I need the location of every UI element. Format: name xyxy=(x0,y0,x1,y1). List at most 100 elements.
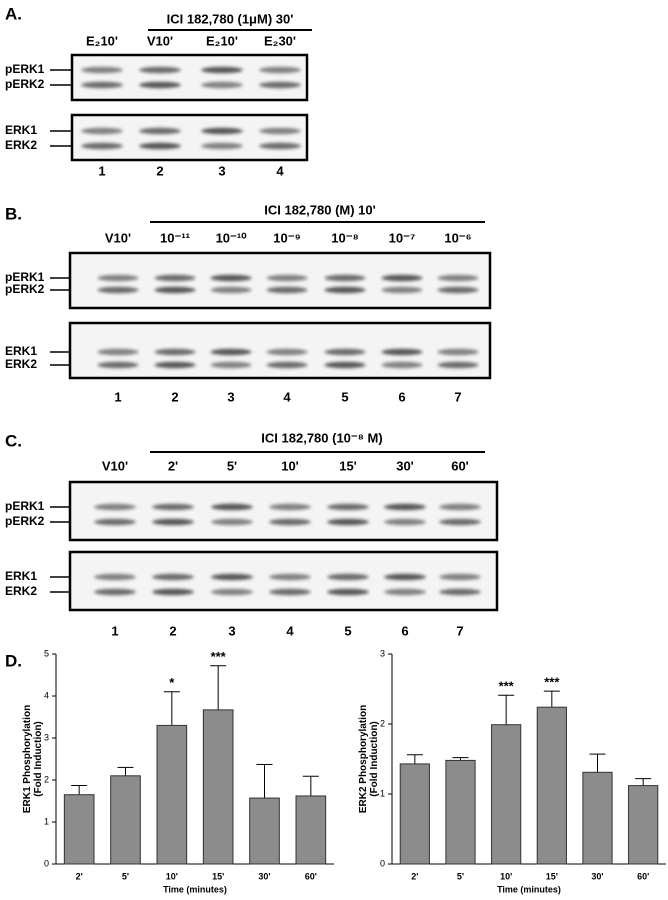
lane-label: 10' xyxy=(281,458,299,473)
blot-band xyxy=(97,286,139,294)
blot-band xyxy=(266,274,308,282)
blot-band xyxy=(154,286,196,294)
lane-label: 10⁻⁷ xyxy=(389,230,416,245)
y-axis-label-line: (Fold Induction) xyxy=(33,721,44,797)
bar xyxy=(628,785,659,865)
row-label: pERK1 xyxy=(5,270,45,284)
bar xyxy=(445,759,476,865)
lane-label: E₂10' xyxy=(206,33,238,48)
lane-number: 4 xyxy=(286,623,294,638)
blot-band xyxy=(259,81,301,89)
x-tick-label: 5' xyxy=(122,871,129,881)
y-tick-label: 4 xyxy=(44,690,49,700)
treatment-header: ICI 182,780 (10⁻⁸ M) xyxy=(261,430,382,445)
row-label: ERK1 xyxy=(5,344,37,358)
blot-band xyxy=(94,503,136,511)
lane-label: 10⁻¹⁰ xyxy=(216,230,248,245)
y-tick-label: 2 xyxy=(380,718,385,728)
x-tick-label: 60' xyxy=(637,871,649,881)
x-tick-label: 2' xyxy=(76,871,83,881)
bar xyxy=(582,771,613,865)
blot-band xyxy=(381,348,423,356)
lane-number: 6 xyxy=(401,623,408,638)
lane-label: 60' xyxy=(451,458,469,473)
blot-box xyxy=(68,480,499,542)
x-tick-label: 5' xyxy=(457,871,464,881)
y-tick-label: 5 xyxy=(44,648,49,658)
y-tick-label: 1 xyxy=(44,816,49,826)
x-axis-label: Time (minutes) xyxy=(497,884,561,894)
lane-label: 5' xyxy=(227,458,237,473)
blot-band xyxy=(439,573,481,581)
y-axis-label: ERK1 Phosphorylation(Fold Induction) xyxy=(22,705,44,813)
row-label: pERK2 xyxy=(5,514,45,528)
blot-band xyxy=(211,588,253,596)
y-tick-label: 3 xyxy=(380,648,385,658)
panel-letter: C. xyxy=(5,431,22,450)
y-tick-label: 1 xyxy=(380,788,385,798)
blot-band xyxy=(439,588,481,596)
blot-band xyxy=(266,286,308,294)
x-tick-label: 2' xyxy=(411,871,418,881)
lane-number: 7 xyxy=(456,623,463,638)
y-tick-label: 0 xyxy=(44,858,49,868)
blot-band xyxy=(201,127,243,135)
lane-number: 4 xyxy=(283,389,291,404)
blot-band xyxy=(201,66,243,74)
lane-number: 1 xyxy=(98,163,105,178)
lane-label: V10' xyxy=(147,33,173,48)
blot-band xyxy=(269,518,311,526)
blot-box xyxy=(68,550,499,612)
row-label: pERK1 xyxy=(5,499,45,513)
x-tick-label: 10' xyxy=(500,871,512,881)
lane-number: 2 xyxy=(171,389,178,404)
blot-band xyxy=(327,588,369,596)
significance-label: *** xyxy=(499,679,515,694)
row-label: ERK2 xyxy=(5,584,37,598)
x-tick-label: 10' xyxy=(166,871,178,881)
lane-number: 3 xyxy=(218,163,225,178)
blot-band xyxy=(384,588,426,596)
lane-number: 6 xyxy=(398,389,405,404)
treatment-header: ICI 182,780 (1μM) 30' xyxy=(167,11,294,26)
blot-band xyxy=(324,361,366,369)
blot-band xyxy=(324,274,366,282)
blot-band xyxy=(210,361,252,369)
lane-label: 10⁻⁸ xyxy=(331,230,358,245)
y-tick-label: 0 xyxy=(380,858,385,868)
row-label: pERK1 xyxy=(5,62,45,76)
lane-label: 15' xyxy=(339,458,357,473)
blot-band xyxy=(94,573,136,581)
bar xyxy=(399,763,430,865)
y-axis-label-line: ERK2 Phosphorylation xyxy=(358,705,369,813)
blot-band xyxy=(327,503,369,511)
blot-band xyxy=(81,142,123,150)
panel-letter: B. xyxy=(5,204,22,223)
blot-band xyxy=(266,361,308,369)
blot-band xyxy=(381,274,423,282)
blot-band xyxy=(139,66,181,74)
significance-label: * xyxy=(169,675,175,690)
blot-band xyxy=(210,274,252,282)
blot-band xyxy=(81,66,123,74)
row-label: ERK2 xyxy=(5,357,37,371)
blot-band xyxy=(152,503,194,511)
significance-label: *** xyxy=(211,649,227,664)
bar xyxy=(156,724,188,865)
blot-band xyxy=(97,361,139,369)
blot-band xyxy=(439,503,481,511)
blot-band xyxy=(97,274,139,282)
row-label: ERK1 xyxy=(5,123,37,137)
lane-number: 3 xyxy=(227,389,234,404)
blot-band xyxy=(384,573,426,581)
bar xyxy=(536,706,567,865)
blot-box xyxy=(70,113,309,162)
blot-band xyxy=(154,274,196,282)
panel-letter: A. xyxy=(5,4,22,23)
blot-band xyxy=(381,286,423,294)
blot-band xyxy=(259,66,301,74)
lane-label: E₂10' xyxy=(86,33,118,48)
lane-number: 1 xyxy=(111,623,118,638)
y-tick-label: 3 xyxy=(44,732,49,742)
